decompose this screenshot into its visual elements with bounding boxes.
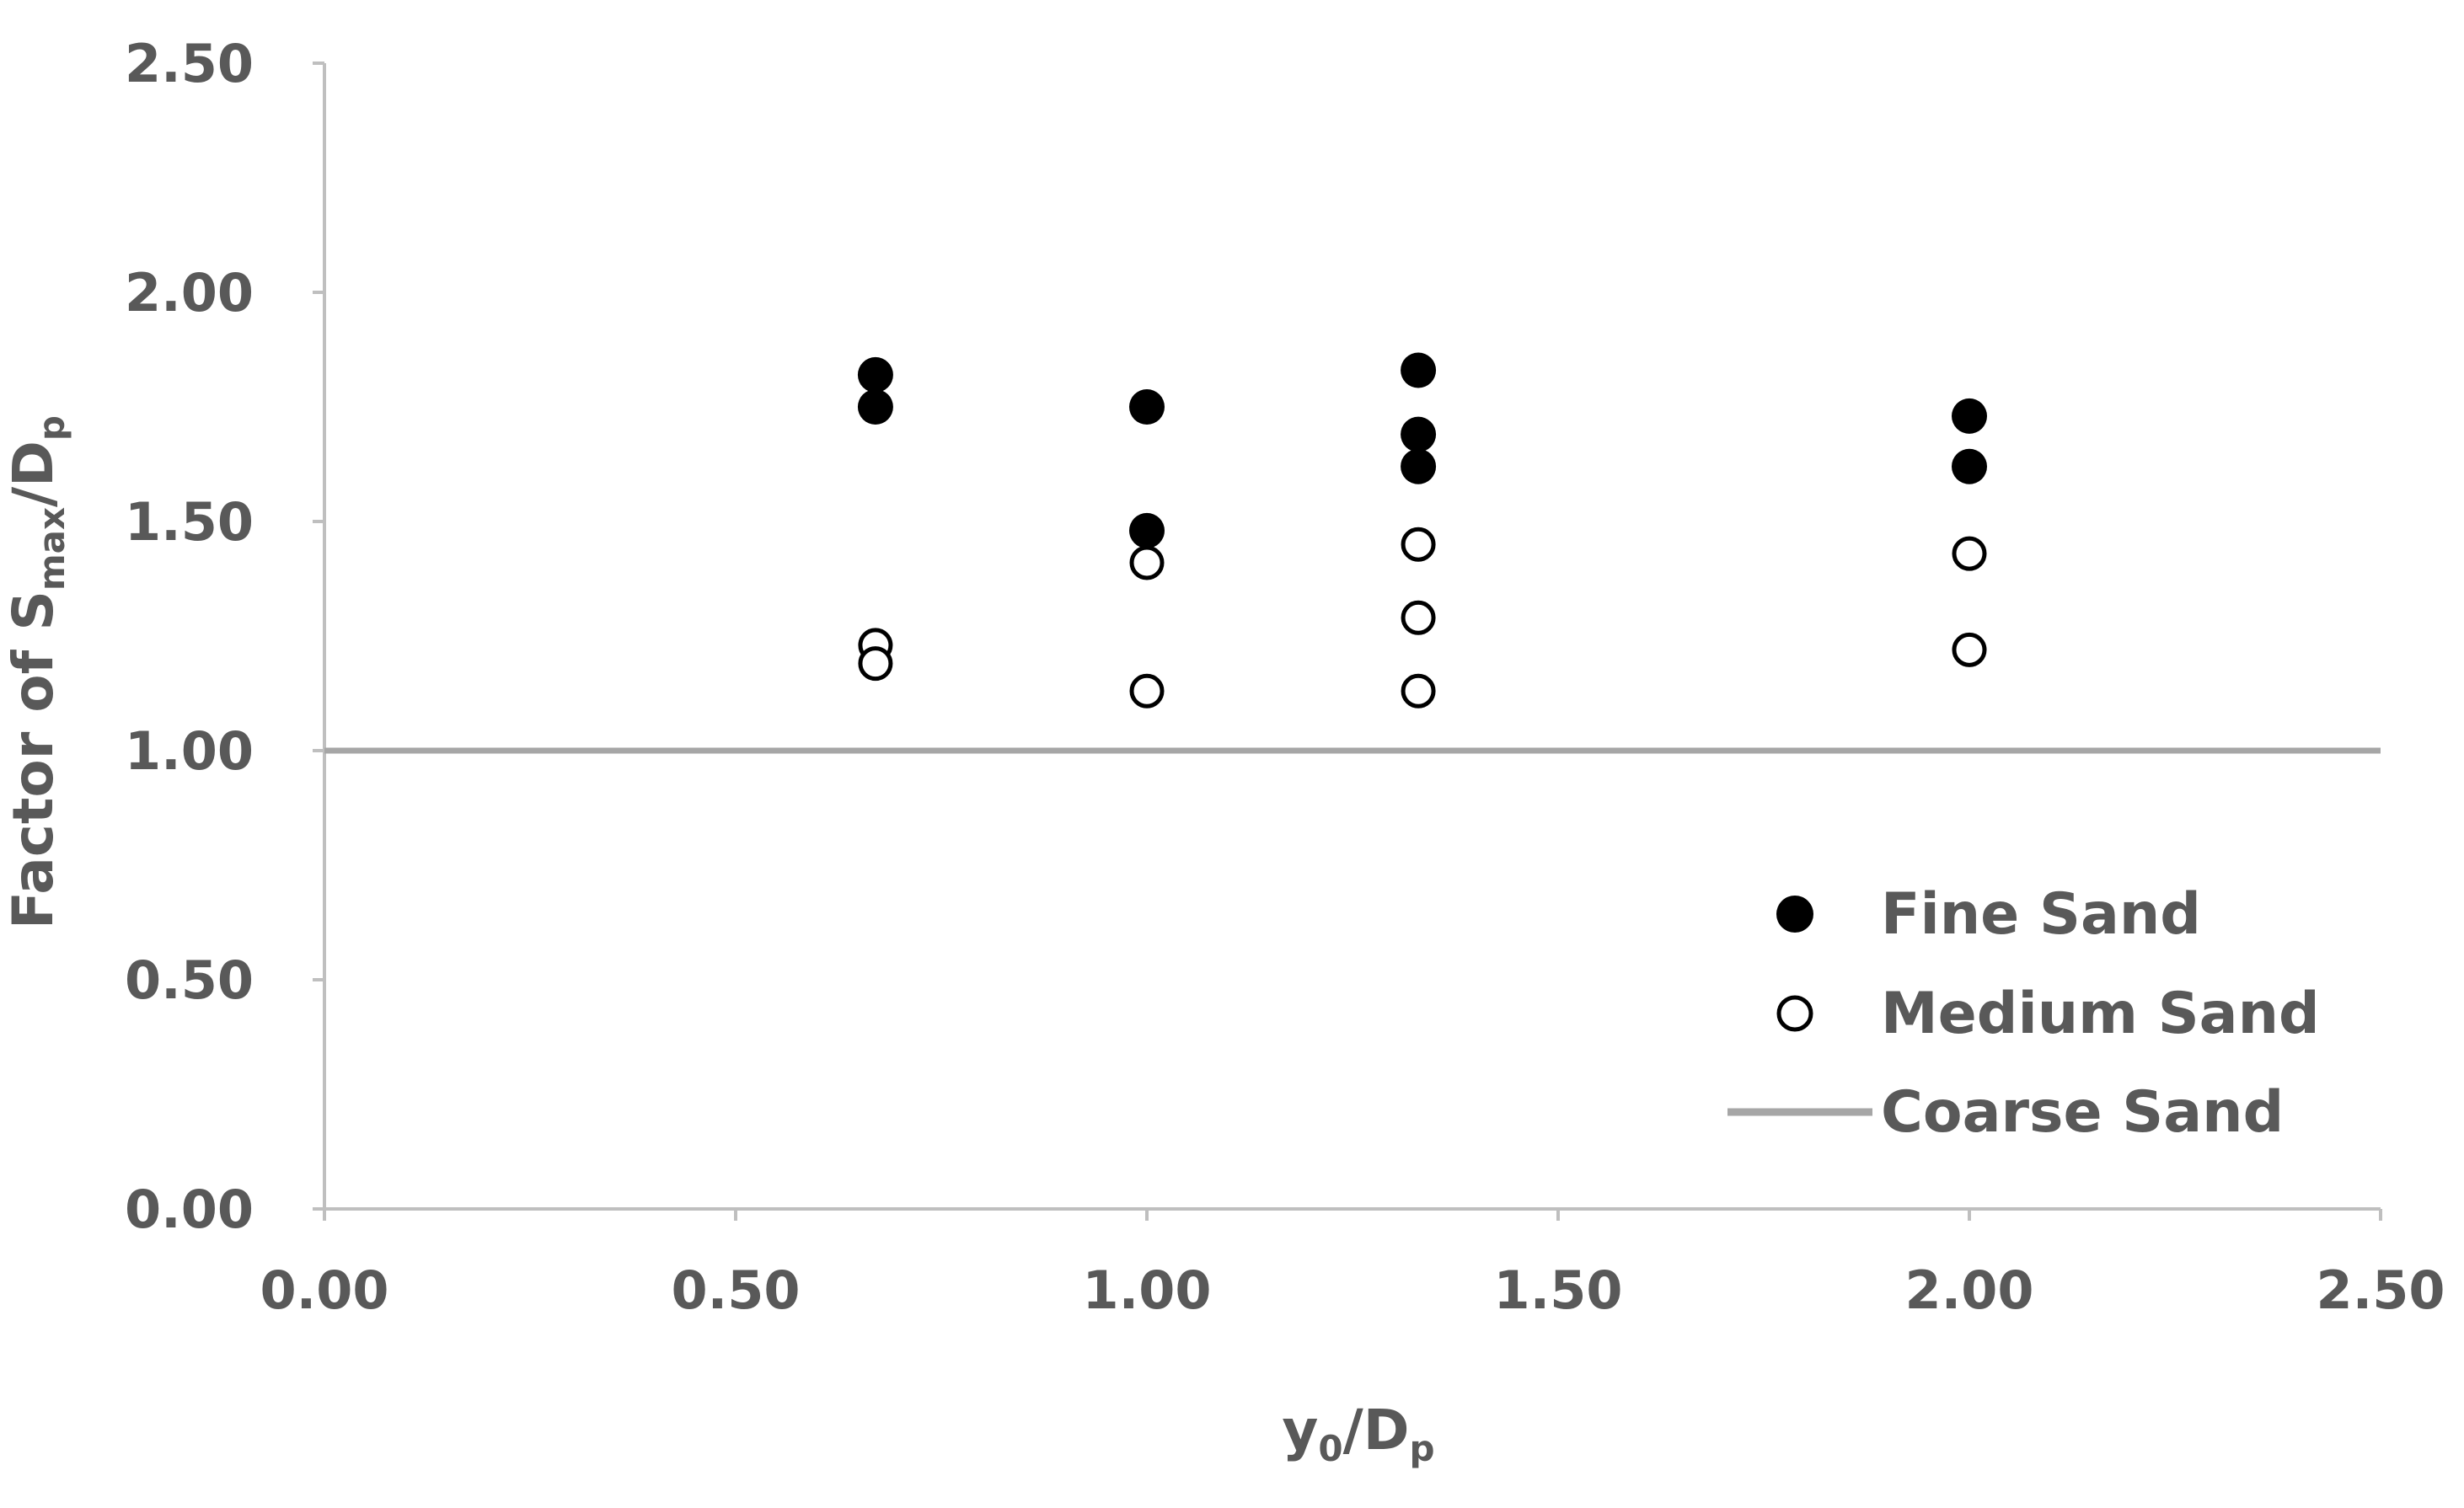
legend-medium-sand-marker xyxy=(1776,995,1813,1032)
x-axis-title: y0/Dp xyxy=(1282,1398,1434,1469)
fine-sand-point xyxy=(1401,416,1437,452)
medium-sand-point xyxy=(1401,600,1436,635)
fine-sand-point xyxy=(1952,448,1987,484)
x-axis-ticks: 0.00 0.50 1.00 1.50 2.00 2.50 xyxy=(260,1209,2445,1321)
medium-sand-point xyxy=(1952,536,1987,571)
x-axis-title-sub1: 0 xyxy=(1318,1428,1342,1469)
medium-sand-point xyxy=(1401,527,1436,562)
medium-sand-point xyxy=(1129,673,1165,709)
x-tick-label: 2.50 xyxy=(2317,1259,2445,1321)
x-axis-title-main: y xyxy=(1282,1398,1318,1463)
fine-sand-point xyxy=(1401,352,1437,388)
y-tick-label: 2.00 xyxy=(125,262,254,324)
y-tick-label: 0.50 xyxy=(125,949,254,1011)
x-tick-label: 0.50 xyxy=(672,1259,801,1321)
y-axis-title-sub2: p xyxy=(31,415,72,441)
medium-sand-point xyxy=(1952,632,1987,667)
y-tick-label: 1.50 xyxy=(125,491,254,553)
y-axis-title-sub1: max xyxy=(31,507,72,591)
fine-sand-point xyxy=(1401,448,1437,484)
y-tick-label: 1.00 xyxy=(125,720,254,782)
y-axis-title-main: Factor of S xyxy=(1,591,66,929)
axes xyxy=(323,63,2381,1211)
fine-sand-point xyxy=(857,356,893,393)
medium-sand-point xyxy=(1129,545,1165,580)
y-axis-title: Factor of Smax/Dp xyxy=(1,415,72,929)
medium-sand-point xyxy=(858,646,893,682)
y-axis-title-mid: /D xyxy=(1,441,66,507)
x-axis-title-mid: /D xyxy=(1343,1398,1410,1463)
legend-coarse-sand-label: Coarse Sand xyxy=(1881,1079,2284,1146)
x-tick-label: 0.00 xyxy=(260,1259,389,1321)
x-tick-label: 1.50 xyxy=(1494,1259,1623,1321)
legend-fine-sand-marker xyxy=(1776,896,1813,933)
x-axis-title-sub2: p xyxy=(1410,1428,1435,1469)
fine-sand-point xyxy=(857,389,893,425)
data-points xyxy=(857,352,1987,709)
x-tick-label: 2.00 xyxy=(1905,1259,2034,1321)
y-axis-ticks: 0.00 0.50 1.00 1.50 2.00 2.50 xyxy=(125,33,324,1240)
legend-fine-sand-label: Fine Sand xyxy=(1881,881,2201,948)
medium-sand-point xyxy=(1401,673,1436,709)
fine-sand-point xyxy=(1129,389,1165,425)
legend-medium-sand-label: Medium Sand xyxy=(1881,981,2320,1047)
y-tick-label: 0.00 xyxy=(125,1179,254,1240)
y-tick-label: 2.50 xyxy=(125,33,254,94)
legend: Fine Sand Medium Sand Coarse Sand xyxy=(1727,881,2320,1146)
fine-sand-point xyxy=(1129,512,1165,548)
x-tick-label: 1.00 xyxy=(1083,1259,1212,1321)
fine-sand-point xyxy=(1952,398,1987,434)
